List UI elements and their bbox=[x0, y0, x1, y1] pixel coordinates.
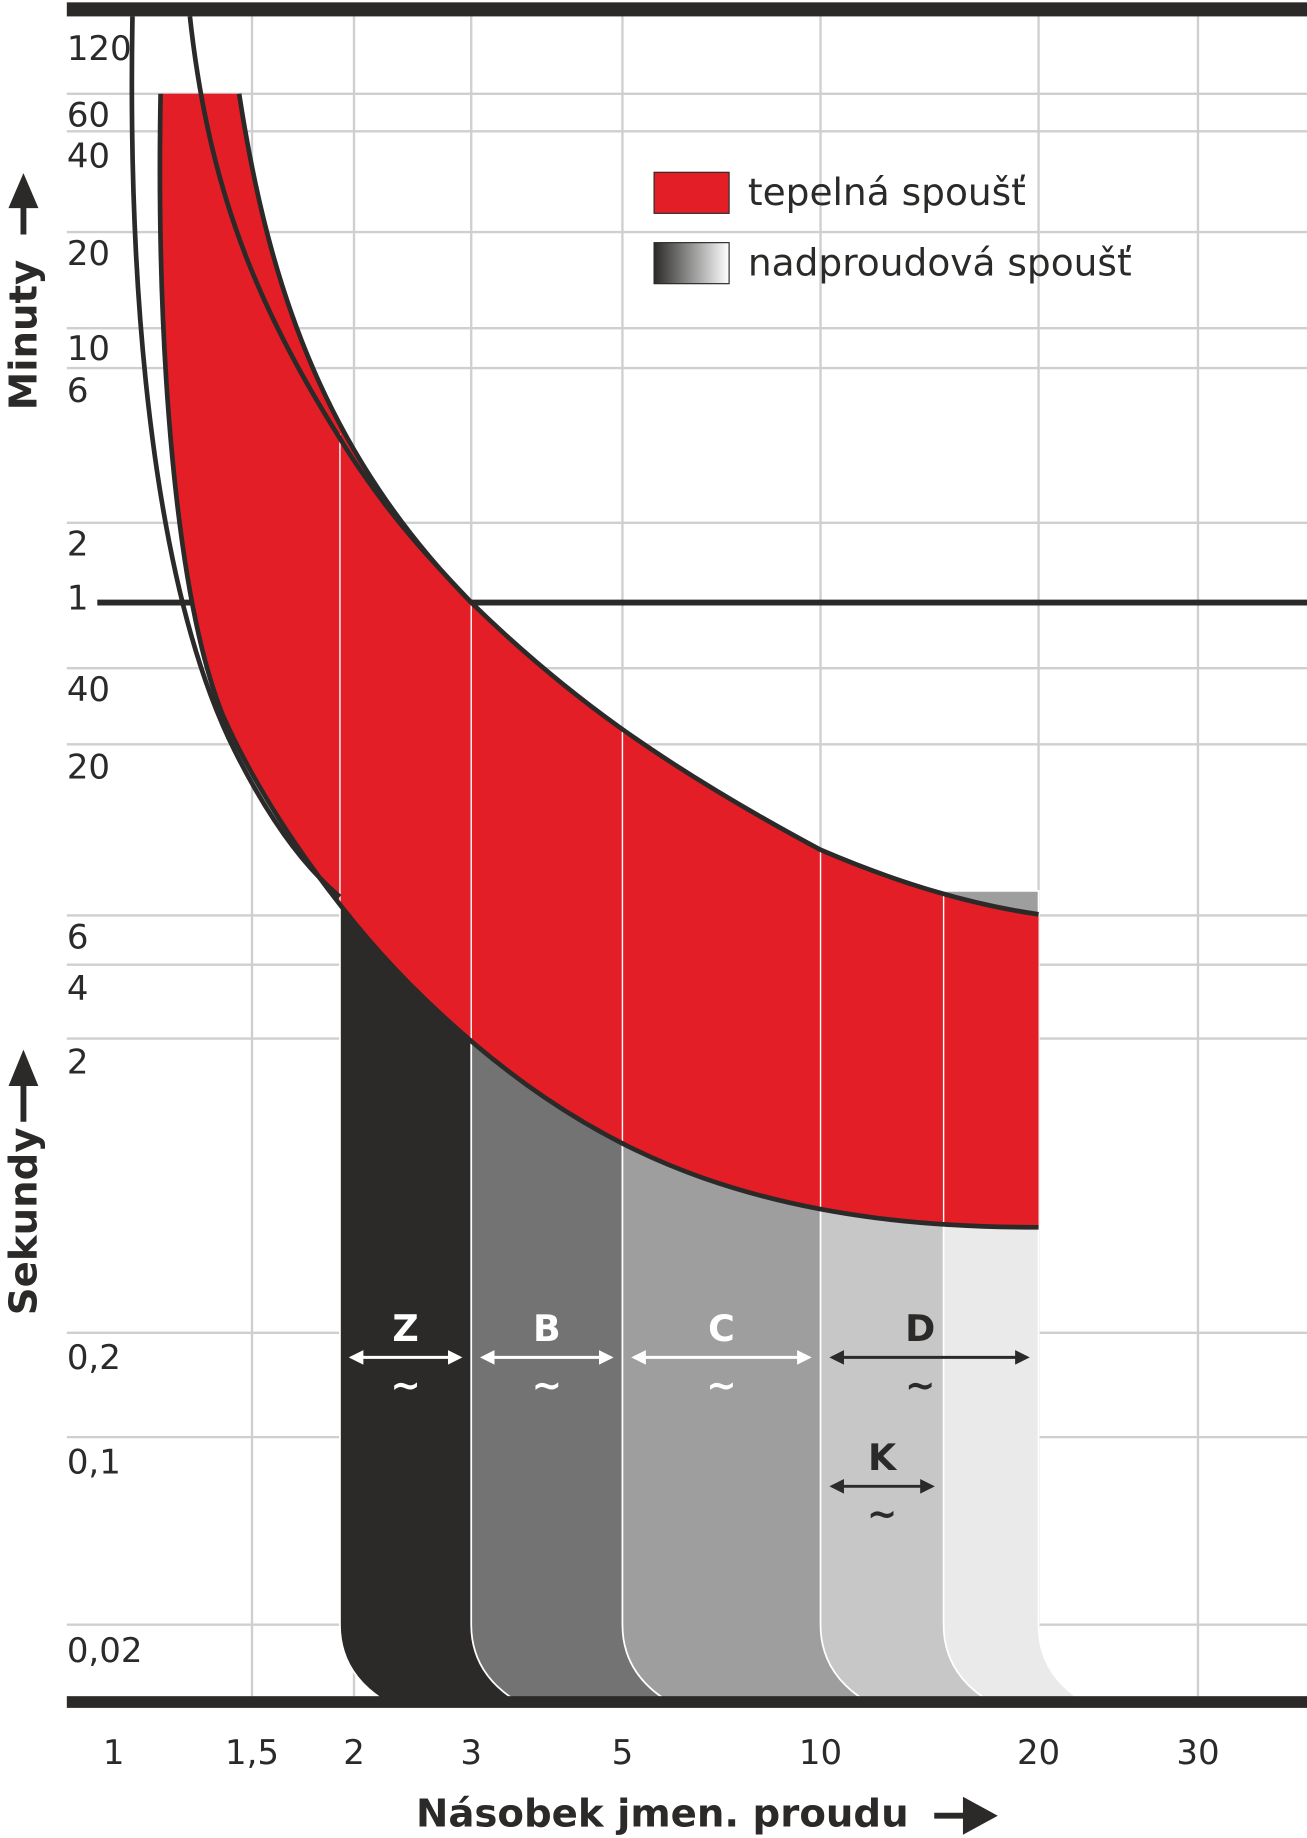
x-tick-label: 5 bbox=[612, 1733, 634, 1773]
arrow-up-icon bbox=[8, 1049, 39, 1122]
x-tick-label: 2 bbox=[343, 1733, 365, 1773]
y-tick-label-seconds: 0,2 bbox=[67, 1338, 121, 1378]
trip-class-b: B~ bbox=[480, 1307, 614, 1406]
top-axis-bar bbox=[66, 2, 1307, 17]
legend-label-thermal: tepelná spoušť bbox=[748, 170, 1026, 214]
x-tick-label: 1,5 bbox=[225, 1733, 279, 1773]
y-tick-label-seconds: 40 bbox=[67, 670, 110, 710]
trip-class-markers: Z~B~C~D~K~ bbox=[348, 1307, 1030, 1535]
x-tick-label: 20 bbox=[1017, 1733, 1060, 1773]
trip-class-label: D bbox=[905, 1307, 935, 1350]
x-tick-label: 1 bbox=[103, 1733, 125, 1773]
y-tick-label-seconds: 4 bbox=[67, 969, 89, 1009]
bottom-axis-bar bbox=[66, 1696, 1307, 1708]
legend-label-magnetic: nadproudová spoušť bbox=[748, 240, 1132, 284]
arrow-up-icon bbox=[8, 173, 39, 235]
y-tick-label-minutes: 20 bbox=[67, 234, 110, 274]
legend-swatch-thermal bbox=[653, 171, 730, 214]
ac-symbol: ~ bbox=[390, 1363, 420, 1406]
outer-warm-curve bbox=[187, 16, 473, 605]
y-axis-title-seconds-text: Sekundy bbox=[1, 1127, 46, 1315]
y-tick-label-minutes: 2 bbox=[67, 525, 89, 565]
ac-symbol: ~ bbox=[532, 1363, 562, 1406]
ac-symbol: ~ bbox=[905, 1363, 935, 1406]
thermal-trip-band bbox=[159, 93, 1039, 1228]
x-tick-label: 30 bbox=[1176, 1733, 1219, 1773]
y-tick-label-minutes: 6 bbox=[67, 371, 89, 411]
ac-symbol: ~ bbox=[867, 1492, 897, 1535]
y-tick-label-seconds: 6 bbox=[67, 917, 89, 957]
x-axis-title: Násobek jmen. proudu bbox=[416, 1791, 909, 1836]
thermal-lower-curve bbox=[157, 93, 1039, 1230]
y-axis-title-minutes: Minuty bbox=[1, 173, 46, 411]
trip-class-z: Z~ bbox=[348, 1307, 463, 1406]
legend: tepelná spoušť nadproudová spoušť bbox=[653, 170, 1132, 285]
y-tick-label-minutes: 120 bbox=[67, 29, 132, 69]
y-tick-label-seconds: 0,02 bbox=[67, 1631, 143, 1671]
y-tick-label-seconds: 20 bbox=[67, 747, 110, 787]
y-axis-title-minutes-text: Minuty bbox=[1, 260, 46, 411]
x-tick-label: 10 bbox=[799, 1733, 842, 1773]
trip-class-label: Z bbox=[392, 1307, 418, 1350]
trip-class-label: C bbox=[708, 1307, 735, 1350]
trip-class-label: B bbox=[533, 1307, 561, 1350]
y-tick-label-seconds: 2 bbox=[67, 1043, 89, 1083]
y-tick-label-minutes: 10 bbox=[67, 329, 110, 369]
trip-class-label: K bbox=[868, 1436, 898, 1479]
thermal-upper-curve bbox=[236, 93, 1039, 917]
trip-class-c: C~ bbox=[631, 1307, 812, 1406]
y-axis-title-seconds: Sekundy bbox=[1, 1049, 46, 1315]
y-tick-label-minutes: 1 bbox=[67, 579, 89, 619]
trip-class-d: D~ bbox=[829, 1307, 1030, 1406]
legend-swatch-magnetic bbox=[653, 242, 730, 285]
y-tick-label-minutes: 60 bbox=[67, 96, 110, 136]
axis-ticks: 1 1,5 2 3 5 10 20 301206040201062140206420,20,1… bbox=[67, 29, 1220, 1773]
arrow-right-icon bbox=[934, 1796, 998, 1835]
x-tick-label: 3 bbox=[460, 1733, 482, 1773]
y-tick-label-seconds: 0,1 bbox=[67, 1442, 121, 1482]
trip-class-k: K~ bbox=[829, 1436, 935, 1535]
ac-symbol: ~ bbox=[706, 1363, 736, 1406]
outer-cold-curve bbox=[129, 16, 342, 899]
y-tick-label-minutes: 40 bbox=[67, 137, 110, 177]
